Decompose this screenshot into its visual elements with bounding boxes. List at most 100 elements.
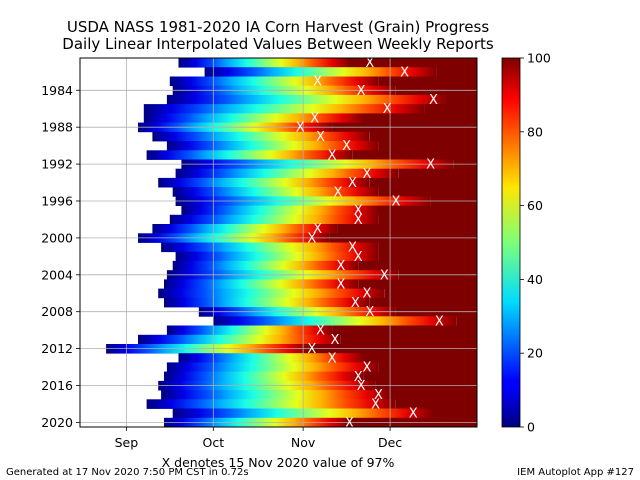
heatmap-bar-1993 bbox=[175, 168, 399, 179]
y-tick-label-2008: 2008 bbox=[41, 304, 73, 319]
heatmap-bar-2013 bbox=[178, 353, 364, 363]
heatmap-row-1999 bbox=[152, 224, 477, 234]
x-marker-1987: X bbox=[310, 112, 319, 127]
heatmap-bar-2005 bbox=[164, 279, 359, 289]
heatmap-complete-2005 bbox=[358, 279, 477, 289]
heatmap-row-2003 bbox=[172, 260, 477, 271]
heatmap-complete-2009 bbox=[456, 316, 477, 326]
x-marker-1997: X bbox=[354, 204, 363, 219]
heatmap-bar-1991 bbox=[146, 150, 353, 160]
heatmap-row-2019 bbox=[172, 408, 477, 419]
heatmap-row-1981 bbox=[178, 58, 477, 68]
x-tick-label-nov: Nov bbox=[291, 435, 316, 450]
x-marker-2013: X bbox=[328, 351, 337, 366]
heatmap-complete-1989 bbox=[369, 131, 477, 142]
heatmap-complete-1981 bbox=[349, 58, 477, 68]
heatmap-complete-2018 bbox=[395, 399, 477, 409]
heatmap-row-1997 bbox=[181, 205, 477, 216]
x-marker-1986: X bbox=[383, 102, 392, 117]
plot-frame bbox=[79, 57, 478, 428]
y-tick-label-2020: 2020 bbox=[41, 415, 73, 430]
heatmap-row-2013 bbox=[178, 353, 477, 363]
heatmap-complete-2006 bbox=[384, 288, 477, 299]
heatmap-bar-2006 bbox=[158, 288, 385, 299]
heatmap-complete-2011 bbox=[340, 334, 477, 345]
y-tick-label-2012: 2012 bbox=[41, 341, 73, 356]
heatmap-row-1989 bbox=[152, 131, 477, 142]
x-marker-2018: X bbox=[371, 397, 380, 412]
heatmap-rows bbox=[106, 58, 477, 428]
heatmap-complete-2013 bbox=[364, 353, 477, 363]
y-tick-label-1992: 1992 bbox=[41, 157, 73, 172]
x-marker-2000: X bbox=[307, 231, 316, 246]
heatmap-complete-2015 bbox=[364, 371, 477, 382]
x-marker-2009: X bbox=[435, 314, 444, 329]
gridlines bbox=[80, 58, 477, 427]
heatmap-complete-1995 bbox=[378, 187, 477, 197]
heatmap-row-2011 bbox=[138, 334, 477, 345]
x-marker-2010: X bbox=[316, 324, 325, 339]
heatmap-bar-2010 bbox=[166, 325, 333, 336]
colorbar-tick-label-40: 40 bbox=[527, 272, 543, 287]
heatmap-row-1990 bbox=[166, 141, 477, 151]
x-marker-2005: X bbox=[336, 278, 345, 293]
x-marker-2006: X bbox=[362, 287, 371, 302]
heatmap-bar-1997 bbox=[181, 205, 379, 216]
footer-generated: Generated at 17 Nov 2020 7:50 PM CST in … bbox=[6, 467, 249, 478]
heatmap-row-1985 bbox=[166, 94, 477, 105]
heatmap-row-2015 bbox=[164, 371, 477, 382]
heatmap-complete-2017 bbox=[390, 390, 477, 400]
heatmap-bar-2015 bbox=[164, 371, 364, 382]
x-axis: Sep Oct Nov Dec bbox=[115, 427, 402, 450]
x-marker-1995: X bbox=[333, 185, 342, 200]
heatmap-complete-2019 bbox=[433, 408, 477, 419]
heatmap-complete-1991 bbox=[352, 150, 477, 160]
x-marker-1988: X bbox=[296, 121, 305, 136]
colorbar-tick-label-60: 60 bbox=[527, 198, 543, 213]
heatmap-complete-2010 bbox=[332, 325, 477, 336]
heatmap-row-2001 bbox=[161, 242, 477, 253]
heatmap-bar-2017 bbox=[161, 390, 390, 400]
x-marker-1996: X bbox=[391, 195, 400, 210]
y-axis: 1984 1988 1992 1996 2000 2004 2008 2012 2016 2020 bbox=[41, 83, 80, 430]
heatmap-bar-2003 bbox=[172, 260, 359, 271]
x-marker-1992: X bbox=[426, 158, 435, 173]
x-marker-2020: X bbox=[345, 416, 354, 431]
heatmap-complete-1999 bbox=[337, 224, 477, 234]
heatmap-complete-2002 bbox=[378, 251, 477, 262]
heatmap-row-1987 bbox=[143, 113, 477, 123]
x-tick-label-dec: Dec bbox=[378, 435, 402, 450]
x-marker-1984: X bbox=[357, 84, 366, 99]
heatmap-complete-1986 bbox=[424, 104, 477, 114]
heatmap-row-1994 bbox=[158, 177, 477, 188]
colorbar-tick-label-100: 100 bbox=[527, 51, 551, 66]
x-marker-2014: X bbox=[362, 361, 371, 376]
heatmap-bar-1982 bbox=[204, 67, 437, 77]
heatmap-complete-1982 bbox=[436, 67, 477, 77]
heatmap-row-1986 bbox=[143, 104, 477, 114]
y-tick-label-1988: 1988 bbox=[41, 120, 73, 135]
footer-app: IEM Autoplot App #127 bbox=[517, 467, 634, 478]
heatmap-complete-1994 bbox=[369, 177, 477, 188]
x-marker-2001: X bbox=[348, 241, 357, 256]
heatmap-bar-1986 bbox=[143, 104, 425, 114]
heatmap-row-2006 bbox=[158, 288, 477, 299]
heatmap-complete-2007 bbox=[369, 297, 477, 308]
heatmap-complete-1998 bbox=[378, 214, 477, 225]
heatmap-complete-1987 bbox=[364, 113, 477, 123]
heatmap-row-2010 bbox=[166, 325, 477, 336]
heatmap-bar-1990 bbox=[166, 141, 379, 151]
heatmap-bar-2011 bbox=[138, 334, 341, 345]
heatmap-bar-2018 bbox=[146, 399, 396, 409]
heatmap-bar-1999 bbox=[152, 224, 338, 234]
heatmap-row-1991 bbox=[146, 150, 477, 160]
heatmap-bar-2009 bbox=[213, 316, 457, 326]
colorbar: 0 20 40 60 80 100 bbox=[501, 51, 551, 435]
x-marker-1990: X bbox=[342, 139, 351, 154]
heatmap-bar-1998 bbox=[169, 214, 379, 225]
heatmap-row-1982 bbox=[204, 67, 477, 77]
heatmap-bar-1994 bbox=[158, 177, 370, 188]
x-marker-2015: X bbox=[354, 370, 363, 385]
heatmap-row-2017 bbox=[161, 390, 477, 400]
